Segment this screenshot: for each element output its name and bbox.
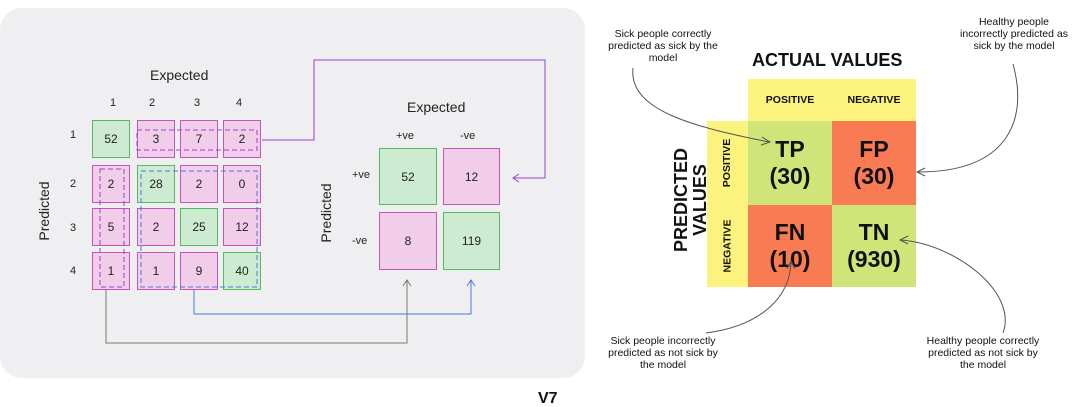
blue-arrowhead — [466, 279, 476, 287]
tn-value: (930) — [847, 246, 901, 272]
tp-arrowhead — [760, 136, 772, 146]
matrix4-cell: 9 — [180, 252, 218, 290]
matrix4-cell: 40 — [223, 252, 261, 290]
fp-value: (30) — [853, 163, 895, 189]
matrix4-col-index: 3 — [194, 97, 201, 109]
tn-label: TN — [858, 219, 890, 245]
annotation-line: Healthy people correctly — [926, 335, 1040, 347]
v7-logo: V7 — [538, 390, 558, 407]
fn-arrowhead — [786, 259, 796, 270]
annotation-line: predicted as not sick by — [608, 347, 718, 359]
matrix2-col-label: +ve — [396, 130, 415, 142]
tp-cell: TP (30) — [748, 121, 832, 205]
fn-arrow — [705, 261, 792, 334]
matrix2-cell: 12 — [443, 148, 500, 205]
gray-connector-line — [105, 281, 408, 344]
matrix4-expected-label: Expected — [150, 67, 209, 83]
matrix2-row-label: -ve — [352, 235, 368, 247]
matrix4-row-index: 4 — [70, 265, 77, 277]
annotation-line: sick by the model — [973, 40, 1055, 52]
annotation-line: the model — [639, 359, 687, 371]
matrix2-cell: 119 — [443, 212, 500, 270]
matrix2-row-label: +ve — [352, 169, 371, 181]
tn-arrow — [900, 239, 1006, 334]
actual-values-title: ACTUAL VALUES — [752, 50, 903, 70]
actual-positive-header: POSITIVE — [748, 79, 832, 121]
matrix4-cell: 2 — [137, 208, 175, 246]
fp-annotation: Healthy people incorrectly predicted as … — [942, 16, 1086, 52]
blue-connector-line — [193, 281, 472, 315]
matrix4-row-index: 1 — [70, 129, 77, 141]
annotation-line: Healthy people — [978, 16, 1050, 28]
tn-annotation: Healthy people correctly predicted as no… — [908, 335, 1058, 371]
annotation-line: predicted as not sick by — [928, 347, 1038, 359]
dashed-group-purple — [136, 129, 258, 151]
predicted-positive-header: POSITIVE — [707, 121, 748, 205]
annotation-line: Sick people incorrectly — [610, 335, 716, 347]
purple-arrowhead — [512, 173, 520, 183]
annotation-line: the model — [959, 359, 1007, 371]
purple-connector-line — [262, 59, 546, 179]
matrix4-col-index: 1 — [110, 97, 117, 109]
annotation-line: Sick people correctly — [614, 28, 712, 40]
tp-value: (30) — [769, 163, 811, 189]
matrix4-cell: 52 — [92, 120, 130, 158]
annotation-line: incorrectly predicted as — [960, 28, 1068, 40]
annotation-line: predicted as sick by the — [608, 40, 718, 52]
fn-value: (10) — [769, 246, 811, 272]
matrix4-cell: 7 — [180, 120, 218, 158]
fp-arrow — [917, 63, 1019, 173]
matrix4-cell: 3 — [137, 120, 175, 158]
gray-arrowhead — [402, 279, 412, 287]
fp-arrowhead — [915, 167, 926, 177]
matrix2-cell: 52 — [379, 148, 437, 205]
matrix4-cell: 12 — [223, 208, 261, 246]
tp-arrow — [632, 67, 770, 143]
matrix2-col-label: -ve — [460, 130, 476, 142]
annotation-line: model — [648, 52, 678, 64]
matrix4-cell: 2 — [223, 120, 261, 158]
matrix4-col-index: 2 — [149, 97, 156, 109]
tp-label: TP — [775, 136, 805, 162]
dashed-group-purple — [99, 168, 125, 288]
actual-negative-header: NEGATIVE — [832, 79, 916, 121]
dashed-group-blue — [140, 170, 258, 288]
tn-arrowhead — [898, 235, 909, 245]
matrix4-row-index: 2 — [70, 178, 77, 190]
tp-annotation: Sick people correctly predicted as sick … — [588, 28, 738, 64]
fn-label: FN — [774, 219, 806, 245]
fp-cell: FP (30) — [832, 121, 916, 205]
matrix4-col-index: 4 — [236, 97, 243, 109]
matrix4-cell: 25 — [180, 208, 218, 246]
matrix2-expected-label: Expected — [407, 99, 466, 115]
matrix4-row-index: 3 — [70, 222, 77, 234]
matrix2-cell: 8 — [379, 212, 437, 270]
predicted-negative-header: NEGATIVE — [707, 205, 748, 287]
fp-label: FP — [859, 136, 889, 162]
matrix4-cell: 1 — [137, 252, 175, 290]
tn-cell: TN (930) — [832, 205, 916, 287]
fn-annotation: Sick people incorrectly predicted as not… — [588, 335, 738, 371]
